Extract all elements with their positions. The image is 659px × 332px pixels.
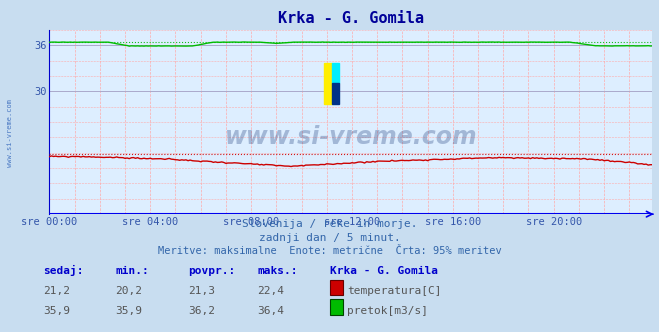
Text: 36,4: 36,4 <box>257 306 284 316</box>
Text: min.:: min.: <box>115 266 149 276</box>
Text: temperatura[C]: temperatura[C] <box>347 286 442 296</box>
Text: 35,9: 35,9 <box>115 306 142 316</box>
Text: www.si-vreme.com: www.si-vreme.com <box>7 99 13 167</box>
Bar <box>332 83 339 104</box>
Text: 21,3: 21,3 <box>188 286 215 296</box>
Text: www.si-vreme.com: www.si-vreme.com <box>225 125 477 149</box>
Text: Meritve: maksimalne  Enote: metrične  Črta: 95% meritev: Meritve: maksimalne Enote: metrične Črta… <box>158 246 501 256</box>
Text: 35,9: 35,9 <box>43 306 70 316</box>
Text: Krka - G. Gomila: Krka - G. Gomila <box>330 266 438 276</box>
Text: maks.:: maks.: <box>257 266 297 276</box>
Text: pretok[m3/s]: pretok[m3/s] <box>347 306 428 316</box>
Text: povpr.:: povpr.: <box>188 266 235 276</box>
Text: 22,4: 22,4 <box>257 286 284 296</box>
Text: 20,2: 20,2 <box>115 286 142 296</box>
Text: Slovenija / reke in morje.: Slovenija / reke in morje. <box>242 219 417 229</box>
Text: 36,2: 36,2 <box>188 306 215 316</box>
Text: 21,2: 21,2 <box>43 286 70 296</box>
Title: Krka - G. Gomila: Krka - G. Gomila <box>278 11 424 26</box>
Text: zadnji dan / 5 minut.: zadnji dan / 5 minut. <box>258 233 401 243</box>
Text: sedaj:: sedaj: <box>43 265 83 276</box>
Bar <box>332 63 339 83</box>
Bar <box>324 63 332 104</box>
